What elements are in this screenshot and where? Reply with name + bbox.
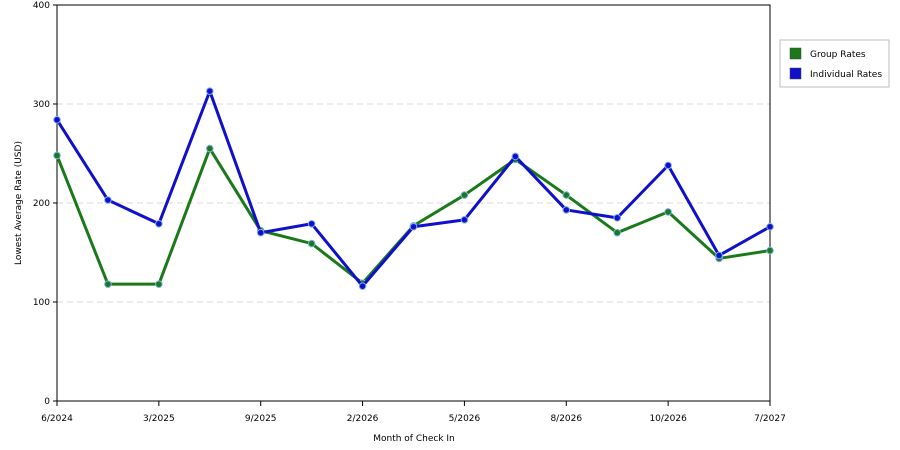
y-tick-label: 0 <box>44 397 50 407</box>
data-point <box>53 151 61 160</box>
series-layer <box>53 87 774 290</box>
data-point <box>613 214 622 222</box>
legend-swatch <box>789 67 802 80</box>
data-point <box>766 246 774 255</box>
data-point <box>664 161 672 170</box>
data-point <box>155 219 163 228</box>
data-point <box>155 280 163 288</box>
data-point <box>511 152 520 161</box>
x-tick-label: 5/2026 <box>449 414 481 424</box>
x-tick-label: 2/2026 <box>347 414 379 424</box>
x-tick-label: 10/2026 <box>649 414 687 424</box>
data-point <box>205 144 214 153</box>
data-point <box>53 116 61 124</box>
plot-frame <box>56 4 771 402</box>
data-point <box>460 216 469 224</box>
data-point <box>307 219 316 228</box>
data-point <box>104 280 112 288</box>
x-axis: 6/2024 3/2025 9/2025 2/2026 5/2026 8/2026 10/2… <box>41 401 786 424</box>
data-point <box>562 206 571 214</box>
data-point <box>256 228 265 237</box>
y-axis: 0 100 200 300 400 <box>33 1 57 407</box>
data-point <box>715 251 723 260</box>
data-point <box>409 222 418 231</box>
y-tick-label: 300 <box>33 100 50 110</box>
y-tick-label: 200 <box>33 199 50 209</box>
legend-label: Group Rates <box>810 50 866 60</box>
data-point <box>358 282 367 290</box>
legend: Group Rates Individual Rates <box>779 39 890 88</box>
legend-swatch <box>789 47 802 60</box>
data-point <box>205 87 214 95</box>
y-axis-title: Lowest Average Rate (USD) <box>14 141 24 265</box>
data-point <box>766 222 774 231</box>
x-tick-label: 8/2026 <box>550 414 582 424</box>
x-tick-label: 9/2025 <box>245 414 277 424</box>
data-point <box>562 191 571 199</box>
series-line <box>55 89 771 288</box>
x-tick-label: 6/2024 <box>41 414 73 424</box>
x-tick-label: 7/2027 <box>754 414 786 424</box>
legend-label: Individual Rates <box>810 70 882 80</box>
x-tick-label: 3/2025 <box>143 414 175 424</box>
series-individual-rates <box>53 87 774 290</box>
grid-lines <box>57 103 770 303</box>
data-point <box>104 196 112 204</box>
y-tick-label: 100 <box>33 298 50 308</box>
data-point <box>307 239 316 248</box>
data-point <box>664 208 672 216</box>
y-tick-label: 400 <box>33 1 50 11</box>
data-point <box>613 228 622 237</box>
x-axis-title: Month of Check In <box>373 434 455 444</box>
data-point <box>460 191 469 199</box>
